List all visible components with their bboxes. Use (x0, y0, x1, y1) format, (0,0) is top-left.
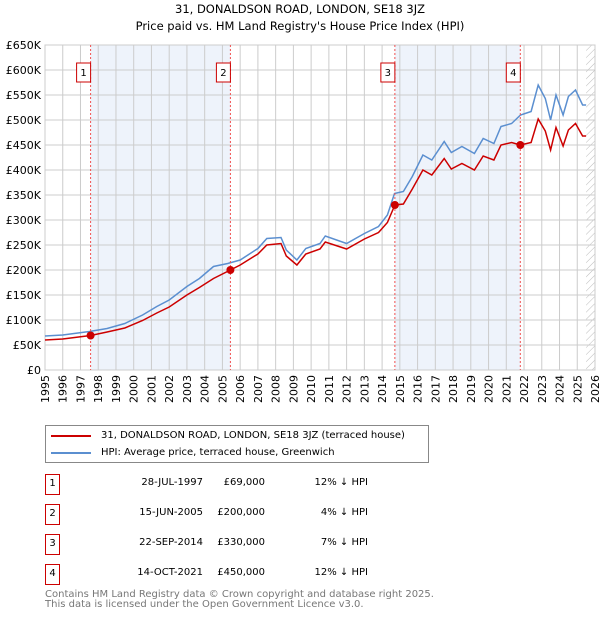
shaded-period-1 (90, 45, 231, 370)
y-tick-label: £200K (6, 264, 42, 277)
sale-label-3: 3 (385, 68, 391, 79)
x-tick-label: 2023 (536, 375, 549, 403)
forecast-hatch (586, 45, 595, 370)
sale-row: 3 22-SEP-2014 £330,000 7% ↓ HPI (45, 534, 405, 555)
x-tick-label: 2019 (465, 375, 478, 403)
footer-line-2: This data is licensed under the Open Gov… (45, 599, 364, 610)
y-tick-label: £400K (6, 164, 42, 177)
sale-price: £450,000 (217, 567, 265, 578)
x-tick-label: 2022 (518, 375, 531, 403)
x-tick-label: 2025 (571, 375, 584, 403)
y-tick-label: £150K (6, 289, 42, 302)
sale-point-4 (516, 141, 525, 149)
sale-date: 14-OCT-2021 (137, 567, 203, 578)
x-tick-label: 2004 (199, 375, 212, 403)
legend-label-hpi: HPI: Average price, terraced house, Gree… (101, 447, 335, 458)
sale-date: 22-SEP-2014 (139, 537, 203, 548)
x-tick-label: 2017 (429, 375, 442, 403)
sale-number: 2 (45, 504, 60, 525)
x-tick-label: 2014 (376, 375, 389, 403)
x-tick-label: 2006 (234, 375, 247, 403)
x-tick-label: 2010 (305, 375, 318, 403)
series-line-hpi (44, 82, 587, 337)
sale-number: 1 (45, 474, 60, 495)
footer: Contains HM Land Registry data © Crown c… (45, 590, 434, 610)
x-tick-label: 2020 (483, 375, 496, 403)
sale-row: 4 14-OCT-2021 £450,000 12% ↓ HPI (45, 564, 405, 585)
x-tick-label: 2000 (128, 375, 141, 403)
sale-price: £200,000 (217, 507, 265, 518)
chart-title: 31, DONALDSON ROAD, LONDON, SE18 3JZ (175, 2, 425, 16)
x-tick-label: 1998 (92, 375, 105, 403)
y-tick-label: £600K (6, 64, 42, 77)
x-tick-label: 2002 (163, 375, 176, 403)
chart-subtitle: Price paid vs. HM Land Registry's House … (136, 19, 465, 33)
legend-label-property: 31, DONALDSON ROAD, LONDON, SE18 3JZ (te… (101, 430, 405, 441)
sale-date: 28-JUL-1997 (141, 477, 203, 488)
x-tick-label: 1997 (74, 375, 87, 403)
sale-point-1 (86, 331, 95, 340)
series-line-property (44, 117, 587, 341)
sale-number: 4 (45, 564, 60, 585)
sale-hpi-diff: 12% ↓ HPI (314, 567, 368, 578)
x-tick-label: 2026 (589, 375, 600, 403)
sale-label-2: 2 (220, 68, 226, 79)
sale-label-box-2 (215, 62, 231, 83)
legend-swatch-hpi (51, 452, 91, 454)
sale-point-3 (390, 201, 399, 209)
x-tick-label: 1995 (39, 375, 52, 403)
x-tick-label: 2015 (394, 375, 407, 403)
sale-label-box-3 (380, 62, 396, 83)
x-tick-label: 2001 (145, 375, 158, 403)
sale-price: £330,000 (217, 537, 265, 548)
x-tick-label: 2003 (181, 375, 194, 403)
y-tick-label: £450K (6, 139, 42, 152)
sale-label-box-1 (76, 62, 92, 83)
y-tick-label: £100K (6, 314, 42, 327)
sale-point-2 (226, 266, 235, 274)
sale-row: 2 15-JUN-2005 £200,000 4% ↓ HPI (45, 504, 405, 525)
sale-row: 1 28-JUL-1997 £69,000 12% ↓ HPI (45, 474, 405, 495)
sale-hpi-diff: 4% ↓ HPI (320, 507, 368, 518)
y-tick-label: £300K (6, 214, 42, 227)
x-tick-label: 2016 (412, 375, 425, 403)
sale-price: £69,000 (223, 477, 265, 488)
x-tick-label: 2018 (447, 375, 460, 403)
sale-label-1: 1 (80, 68, 86, 79)
legend: 31, DONALDSON ROAD, LONDON, SE18 3JZ (te… (45, 425, 429, 463)
x-tick-label: 1999 (110, 375, 123, 403)
x-tick-label: 2009 (287, 375, 300, 403)
x-tick-label: 2024 (554, 375, 567, 403)
x-tick-label: 2013 (358, 375, 371, 403)
price-chart: 31, DONALDSON ROAD, LONDON, SE18 3JZ Pri… (6, 2, 600, 403)
x-tick-label: 2007 (252, 375, 265, 403)
sale-date: 15-JUN-2005 (139, 507, 203, 518)
y-tick-label: £650K (6, 39, 42, 52)
footer-line-1: Contains HM Land Registry data © Crown c… (45, 589, 434, 600)
x-tick-label: 2012 (341, 375, 354, 403)
plot-border (44, 44, 596, 371)
sale-label-4: 4 (510, 68, 516, 79)
x-tick-label: 1996 (57, 375, 70, 403)
shaded-period-2 (394, 45, 521, 370)
y-tick-label: £50K (13, 339, 42, 352)
sale-label-box-4 (505, 62, 521, 83)
x-tick-label: 2011 (323, 375, 336, 403)
y-tick-label: £250K (6, 239, 42, 252)
sale-number: 3 (45, 534, 60, 555)
sale-hpi-diff: 7% ↓ HPI (320, 537, 368, 548)
legend-swatch-property (51, 435, 91, 437)
y-tick-label: £500K (6, 114, 42, 127)
x-tick-label: 2005 (216, 375, 229, 403)
x-tick-label: 2021 (500, 375, 513, 403)
x-tick-label: 2008 (270, 375, 283, 403)
y-tick-label: £550K (6, 89, 42, 102)
y-tick-label: £0 (27, 364, 41, 377)
sale-hpi-diff: 12% ↓ HPI (314, 477, 368, 488)
y-tick-label: £350K (6, 189, 42, 202)
